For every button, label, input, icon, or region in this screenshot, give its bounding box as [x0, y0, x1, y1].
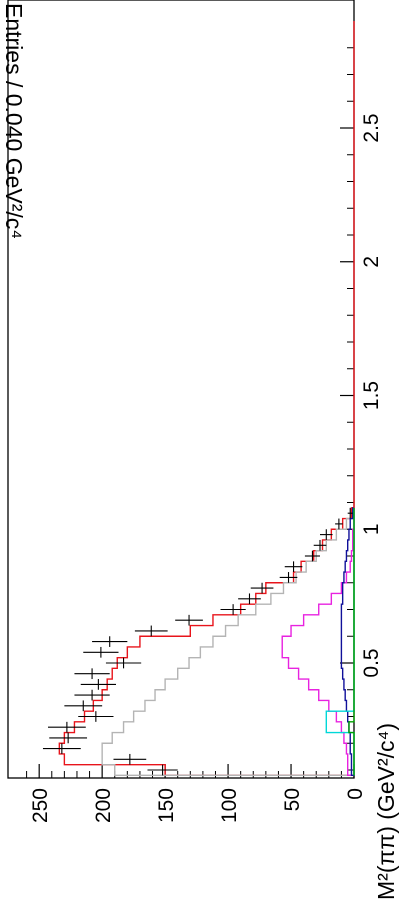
x-axis-label: M²(ππ) (GeV²/c⁴) — [373, 723, 399, 900]
data-points — [42, 507, 353, 776]
y-tick-label: 200 — [92, 788, 115, 823]
x-tick-label: 0.5 — [360, 648, 383, 677]
x-tick-label: 1.5 — [360, 381, 383, 410]
series-1-histogram — [101, 507, 354, 777]
y-axis-label: Entries / 0.040 GeV²/c⁴ — [1, 3, 27, 239]
series-2-histogram — [281, 507, 355, 777]
y-tick-label: 100 — [218, 788, 241, 823]
x-tick-label: 2 — [360, 256, 383, 268]
fit-components — [58, 21, 355, 777]
series-5-histogram — [348, 507, 355, 776]
y-tick-label: 0 — [344, 788, 367, 800]
x-axis: 0.5 1 1.5 2 2.5 — [340, 47, 383, 771]
x-tick-label: 1 — [360, 523, 383, 535]
y-tick-label: 250 — [29, 788, 52, 823]
frame — [7, 0, 355, 779]
y-axis: 0 50 100 150 200 250 — [26, 764, 367, 823]
y-tick-label: 50 — [281, 788, 304, 811]
x-tick-label: 2.5 — [360, 113, 383, 142]
y-tick-label: 150 — [155, 788, 178, 823]
